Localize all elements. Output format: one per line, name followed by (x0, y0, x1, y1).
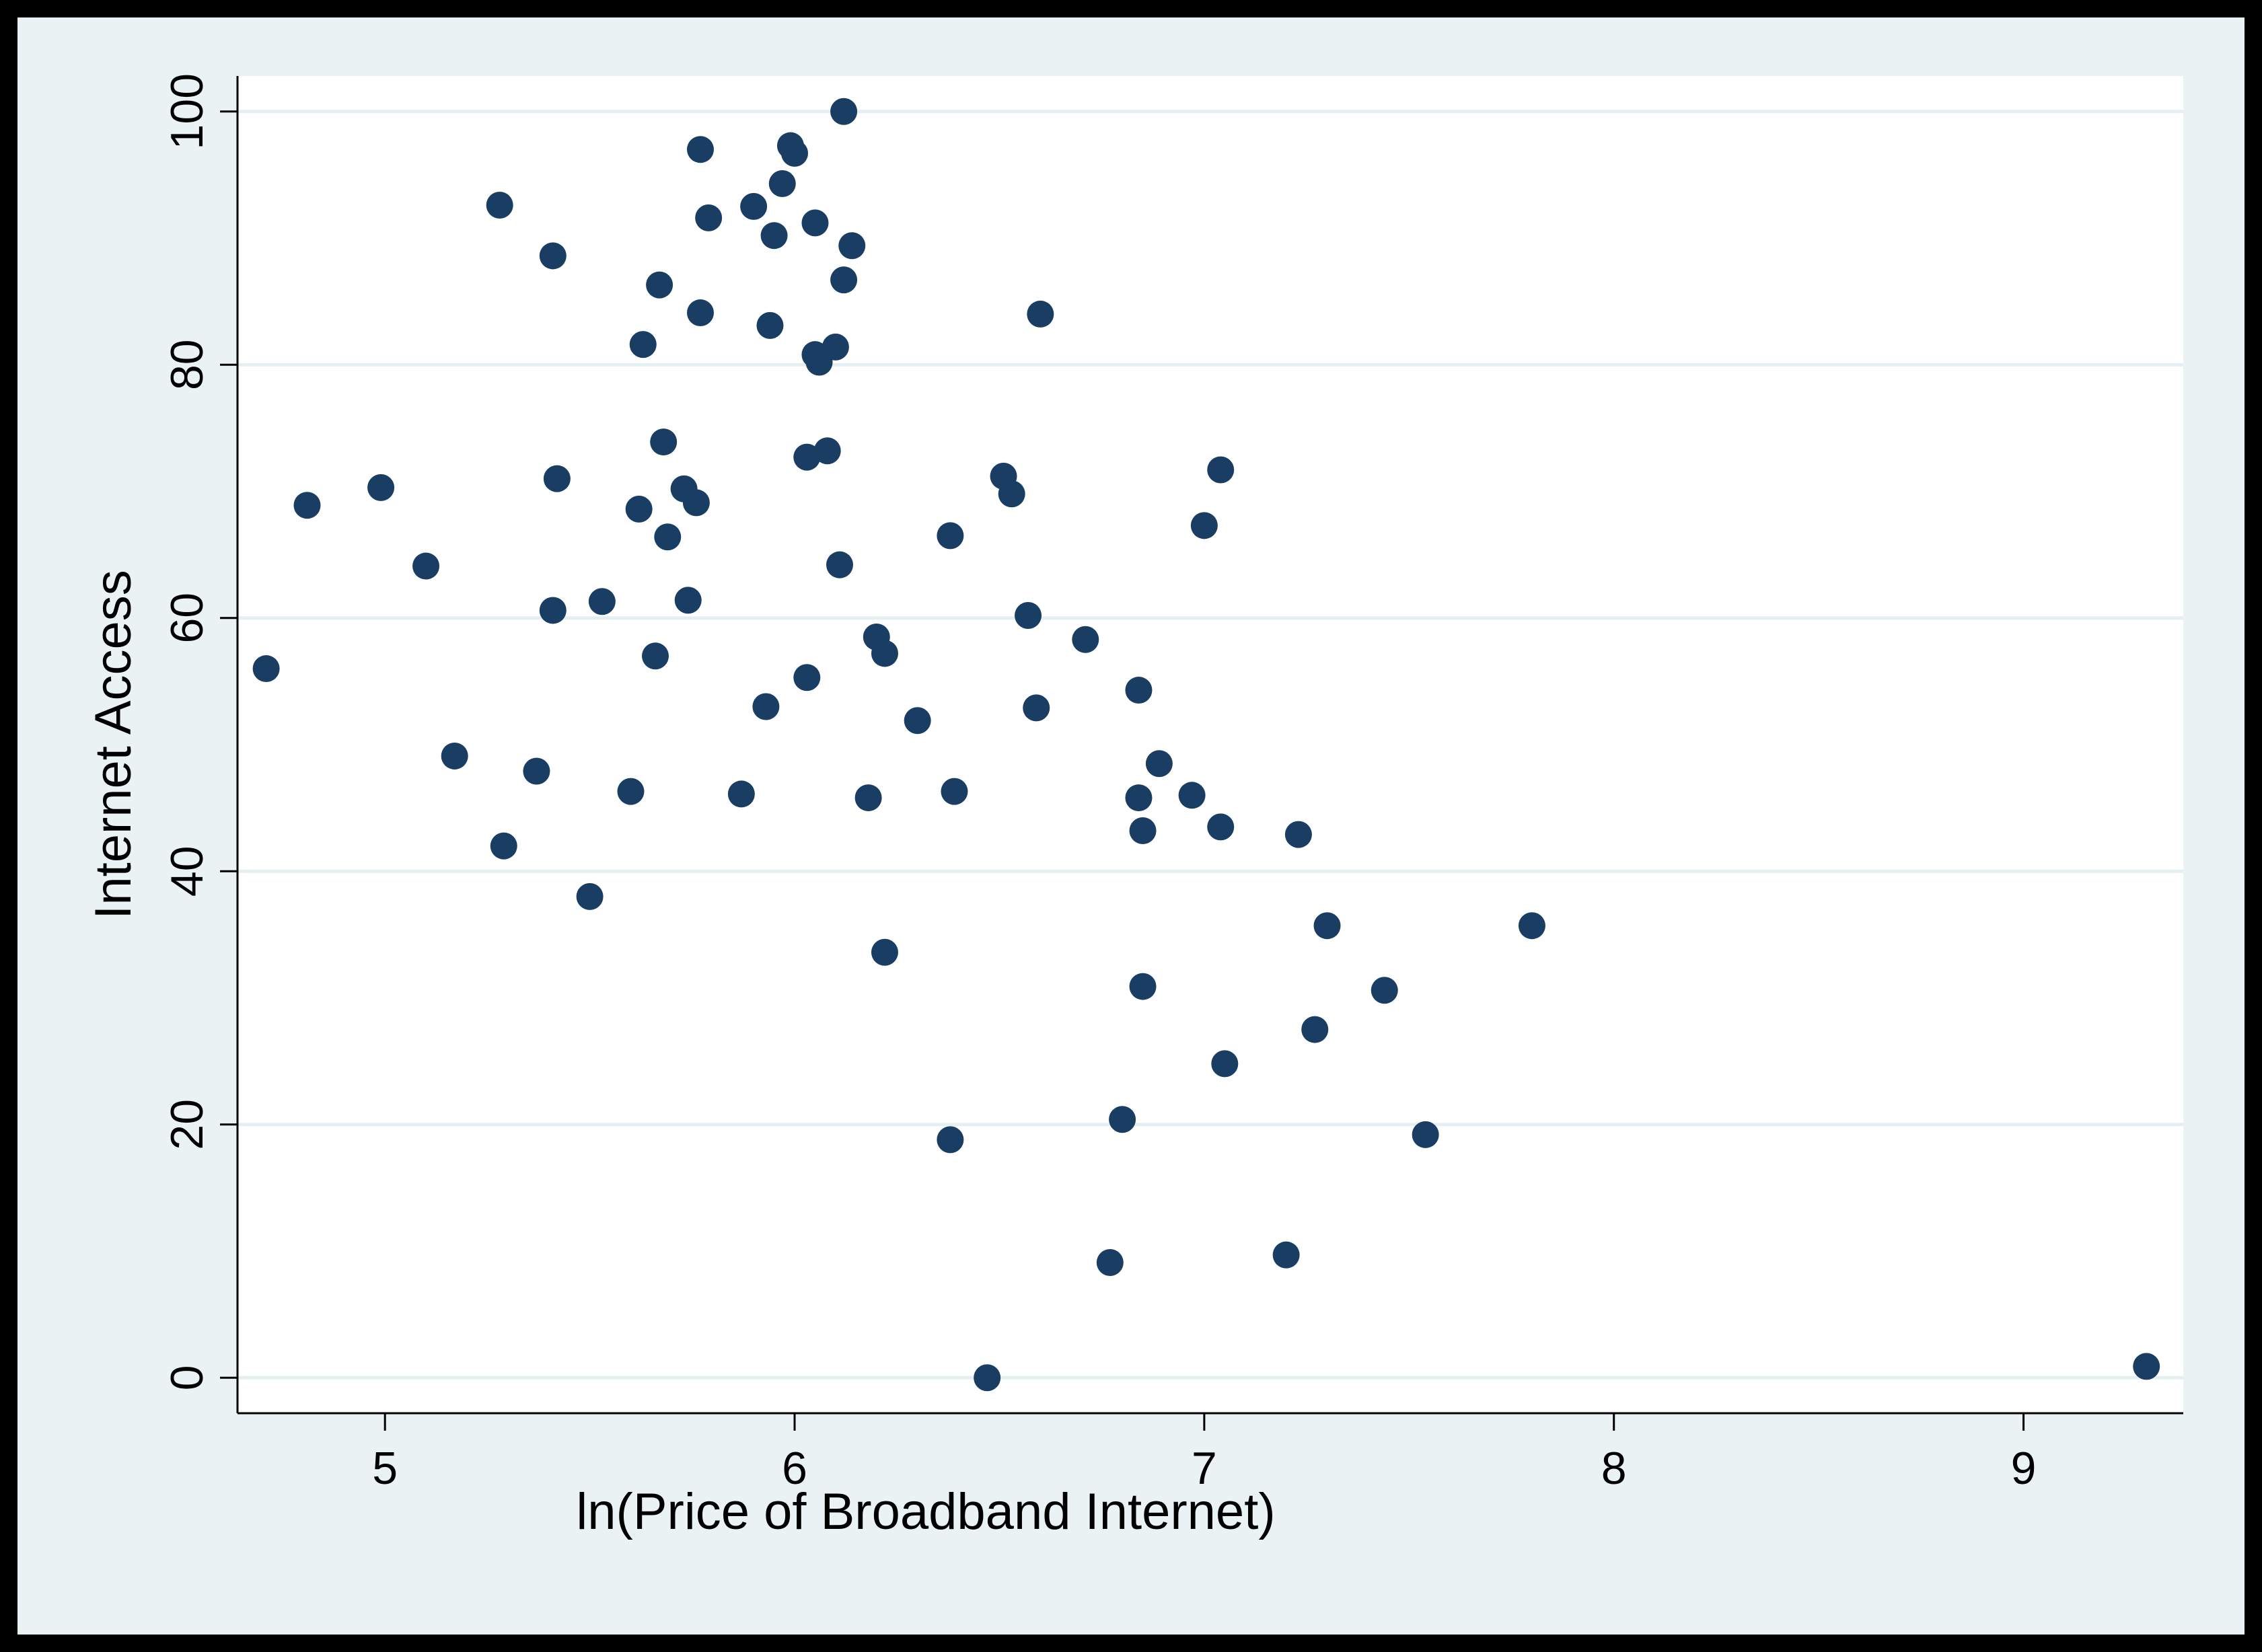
scatter-point-1 (293, 492, 321, 519)
scatter-point-19 (654, 523, 682, 551)
scatter-point-73 (1284, 821, 1312, 848)
y-tick-label-0: 0 (161, 1365, 213, 1390)
scatter-point-33 (781, 139, 809, 167)
scatter-point-65 (1129, 973, 1157, 1000)
scatter-point-27 (740, 192, 768, 220)
scatter-point-45 (854, 784, 882, 812)
scatter-point-13 (617, 778, 645, 805)
scatter-chart: 5 6 7 8 9 0 20 40 60 80 100 ln(Price of Broadband… (85, 73, 2183, 1540)
x-tick-label-6: 6 (782, 1443, 807, 1494)
scatter-point-31 (768, 170, 796, 198)
scatter-point-42 (830, 98, 858, 125)
y-axis-ticks: 0 20 40 60 80 100 (161, 73, 238, 1390)
scatter-point-59 (1072, 626, 1099, 653)
scatter-point-41 (826, 551, 853, 578)
x-tick-label-9: 9 (2011, 1443, 2037, 1494)
x-tick-label-7: 7 (1192, 1443, 1217, 1494)
scatter-point-9 (539, 597, 567, 624)
scatter-point-7 (523, 757, 550, 785)
scatter-point-15 (629, 331, 657, 359)
scatter-point-77 (1412, 1121, 1439, 1148)
scatter-point-23 (686, 299, 714, 327)
scatter-point-30 (760, 222, 788, 250)
scatter-point-50 (937, 522, 964, 550)
y-tick-label-80: 80 (161, 339, 213, 390)
scatter-point-61 (1109, 1106, 1136, 1133)
scatter-point-79 (2133, 1353, 2160, 1380)
scatter-point-64 (1129, 817, 1157, 845)
y-tick-label-40: 40 (161, 846, 213, 897)
scatter-point-29 (756, 311, 784, 339)
scatter-point-11 (576, 883, 604, 910)
scatter-point-26 (727, 780, 755, 808)
scatter-point-37 (801, 209, 829, 237)
axes (236, 76, 2183, 1415)
scatter-point-62 (1125, 677, 1153, 704)
scatter-point-8 (539, 242, 567, 270)
scatter-point-60 (1096, 1248, 1124, 1276)
scatter-point-66 (1145, 750, 1173, 778)
scatter-point-12 (588, 588, 616, 615)
scatter-point-3 (412, 552, 440, 580)
scatter-point-44 (838, 232, 866, 260)
scatter-point-67 (1178, 782, 1206, 809)
scatter-point-69 (1207, 456, 1235, 484)
x-axis-ticks: 5 6 7 8 9 (372, 1413, 2036, 1494)
scatter-point-68 (1190, 512, 1218, 539)
scatter-point-48 (871, 938, 898, 966)
scatter-point-49 (904, 707, 931, 735)
scatter-point-0 (252, 655, 280, 683)
plot-area (238, 76, 2183, 1413)
scatter-point-58 (1027, 300, 1054, 328)
scatter-point-22 (682, 489, 710, 517)
scatter-point-56 (1015, 601, 1042, 629)
scatter-point-4 (441, 742, 468, 769)
scatter-point-2 (367, 474, 395, 501)
scatter-point-14 (625, 495, 653, 523)
scatter-point-70 (1207, 813, 1235, 841)
x-tick-label-8: 8 (1601, 1443, 1627, 1494)
scatter-point-17 (646, 271, 673, 299)
scatter-point-71 (1211, 1050, 1239, 1078)
scatter-point-34 (793, 664, 821, 691)
y-tick-label-100: 100 (161, 73, 213, 149)
scatter-point-40 (822, 333, 849, 361)
data-points (252, 98, 2160, 1392)
scatter-point-74 (1301, 1016, 1329, 1043)
scatter-point-63 (1125, 784, 1153, 812)
scatter-point-21 (674, 587, 702, 614)
scatter-point-35 (793, 443, 821, 471)
scatter-point-10 (543, 465, 571, 492)
chart-frame: 5 6 7 8 9 0 20 40 60 80 100 ln(Price of Broadband… (17, 17, 2245, 1635)
scatter-point-55 (998, 480, 1025, 508)
scatter-point-78 (1518, 912, 1545, 940)
y-tick-label-60: 60 (161, 593, 213, 644)
y-tick-label-20: 20 (161, 1099, 213, 1150)
scatter-point-43 (830, 266, 858, 294)
x-axis-title: ln(Price of Broadband Internet) (576, 1483, 1275, 1540)
scatter-point-52 (941, 778, 968, 805)
scatter-point-72 (1272, 1241, 1300, 1269)
y-axis-title: Internet Access (85, 570, 142, 919)
scatter-point-5 (486, 192, 513, 219)
scatter-point-25 (695, 204, 723, 231)
scatter-point-51 (937, 1126, 964, 1154)
x-tick-label-5: 5 (372, 1443, 398, 1494)
scatter-point-47 (871, 640, 898, 667)
scatter-point-75 (1313, 912, 1341, 940)
scatter-point-28 (752, 693, 780, 720)
scatter-point-53 (974, 1364, 1001, 1392)
scatter-point-24 (686, 136, 714, 163)
scatter-point-6 (490, 832, 517, 860)
scatter-point-76 (1371, 977, 1398, 1004)
scatter-point-57 (1023, 694, 1050, 722)
scatter-point-18 (650, 428, 678, 456)
scatter-point-16 (642, 642, 669, 670)
scatter-point-39 (813, 437, 841, 465)
